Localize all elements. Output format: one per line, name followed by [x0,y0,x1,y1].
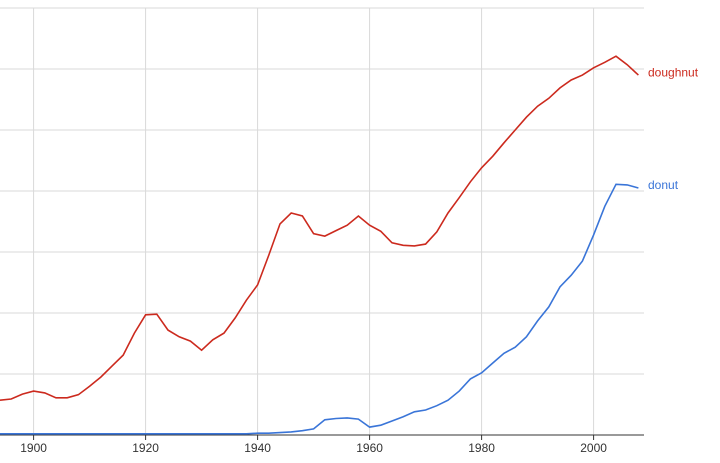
x-tick-label: 2000 [580,441,607,455]
series-label: donut [648,178,679,192]
x-tick-label: 1920 [132,441,159,455]
series-label: doughnut [648,65,699,79]
x-tick-label: 1940 [244,441,271,455]
series-line [0,55,639,401]
x-tick-label: 1960 [356,441,383,455]
x-tick-label: 1900 [20,441,47,455]
x-tick-label: 1980 [468,441,495,455]
series-line [0,183,639,435]
